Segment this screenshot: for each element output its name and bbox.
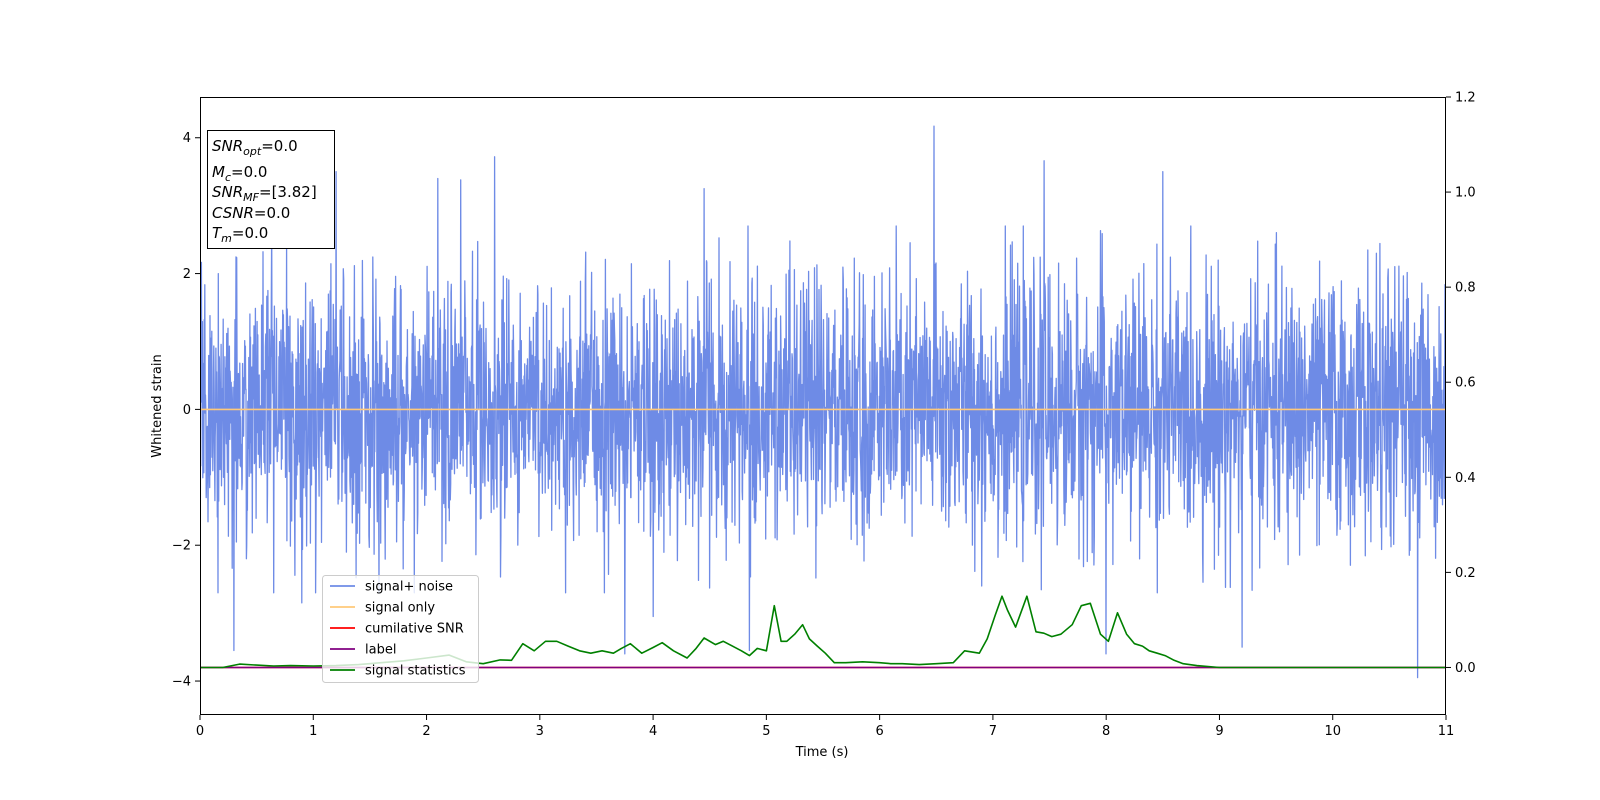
legend-label: signal only: [365, 601, 435, 616]
x-tick-label: 2: [422, 724, 430, 739]
annotation-line: CSNR=0.0: [212, 204, 290, 222]
legend-item: cumilative SNR: [330, 622, 464, 637]
y2-axis: 0.0 0.2 0.4 0.6 0.8 1.0 1.2: [1446, 91, 1476, 676]
x-tick-label: 4: [649, 724, 657, 739]
legend-item: label: [330, 643, 396, 658]
x-tick-label: 9: [1215, 724, 1223, 739]
annotation-line: SNRopt=0.0: [212, 137, 298, 158]
x-tick-label: 8: [1102, 724, 1110, 739]
y-tick-label: 2: [183, 267, 191, 282]
y2-tick-label: 0.4: [1455, 471, 1476, 486]
series-line-0: [200, 125, 1446, 679]
legend-label: signal statistics: [365, 664, 466, 679]
annotation-line: Mc=0.0: [212, 163, 267, 184]
y-tick-label: 4: [183, 131, 191, 146]
x-axis-label: Time (s): [795, 745, 849, 760]
legend-item: signal statistics: [330, 664, 466, 679]
legend: signal+ noise signal only cumilative SNR la…: [322, 575, 479, 683]
x-tick-label: 5: [762, 724, 770, 739]
y-axis-label: Whitened strain: [150, 354, 165, 457]
y2-tick-label: 1.0: [1455, 186, 1476, 201]
y2-tick-label: 0.6: [1455, 376, 1476, 391]
y2-tick-label: 0.0: [1455, 661, 1476, 676]
y-tick-label: 0: [183, 403, 191, 418]
x-axis: 0 1 2 3 4 5 6 7 8 9 10 11: [196, 715, 1454, 739]
legend-label: signal+ noise: [365, 580, 453, 595]
y-axis: −4 −2 0 2 4: [172, 131, 200, 690]
x-tick-label: 3: [536, 724, 544, 739]
x-tick-label: 1: [309, 724, 317, 739]
x-tick-label: 6: [875, 724, 883, 739]
x-tick-label: 7: [989, 724, 997, 739]
y2-tick-label: 1.2: [1455, 91, 1476, 106]
x-tick-label: 0: [196, 724, 204, 739]
legend-item: signal only: [330, 601, 435, 616]
legend-item: signal+ noise: [330, 580, 453, 595]
y-tick-label: −2: [172, 539, 191, 554]
annotation-line: Tm=0.0: [212, 224, 268, 245]
series-line-4: [200, 595, 1446, 669]
y-tick-label: −4: [172, 675, 191, 690]
annotation-line: SNRMF=[3.82]: [212, 183, 317, 204]
x-tick-label: 10: [1324, 724, 1341, 739]
plot-frame: [200, 97, 1446, 715]
legend-label: cumilative SNR: [365, 622, 464, 637]
x-tick-label: 11: [1438, 724, 1455, 739]
legend-label: label: [365, 643, 396, 658]
y2-tick-label: 0.8: [1455, 281, 1476, 296]
y2-tick-label: 0.2: [1455, 566, 1476, 581]
